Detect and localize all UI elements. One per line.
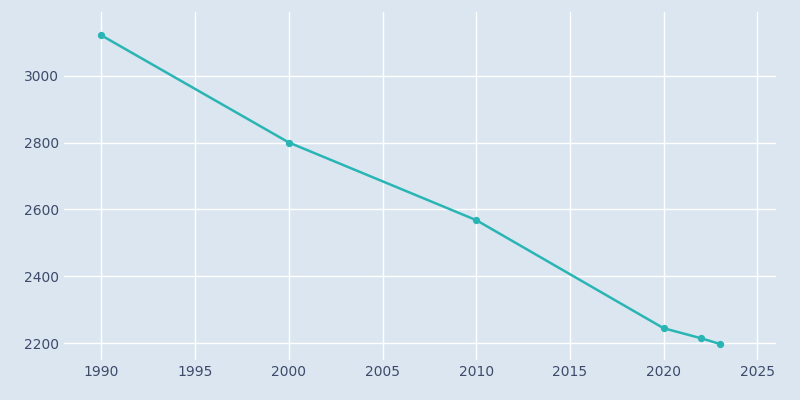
Point [95,32,108,39]
Point [470,217,482,223]
Point [694,335,707,342]
Point [714,341,726,347]
Point [282,139,295,146]
Point [657,325,670,332]
